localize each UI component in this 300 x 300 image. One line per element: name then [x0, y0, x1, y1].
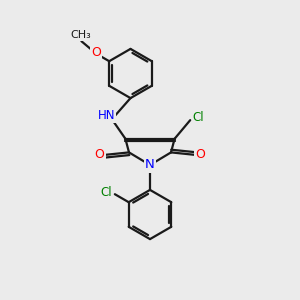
Text: HN: HN — [98, 109, 115, 122]
Text: O: O — [92, 46, 101, 59]
Text: Cl: Cl — [100, 186, 112, 199]
Text: N: N — [145, 158, 155, 172]
Text: O: O — [196, 148, 205, 161]
Text: Cl: Cl — [193, 111, 204, 124]
Text: CH₃: CH₃ — [70, 30, 91, 40]
Text: O: O — [95, 148, 104, 161]
